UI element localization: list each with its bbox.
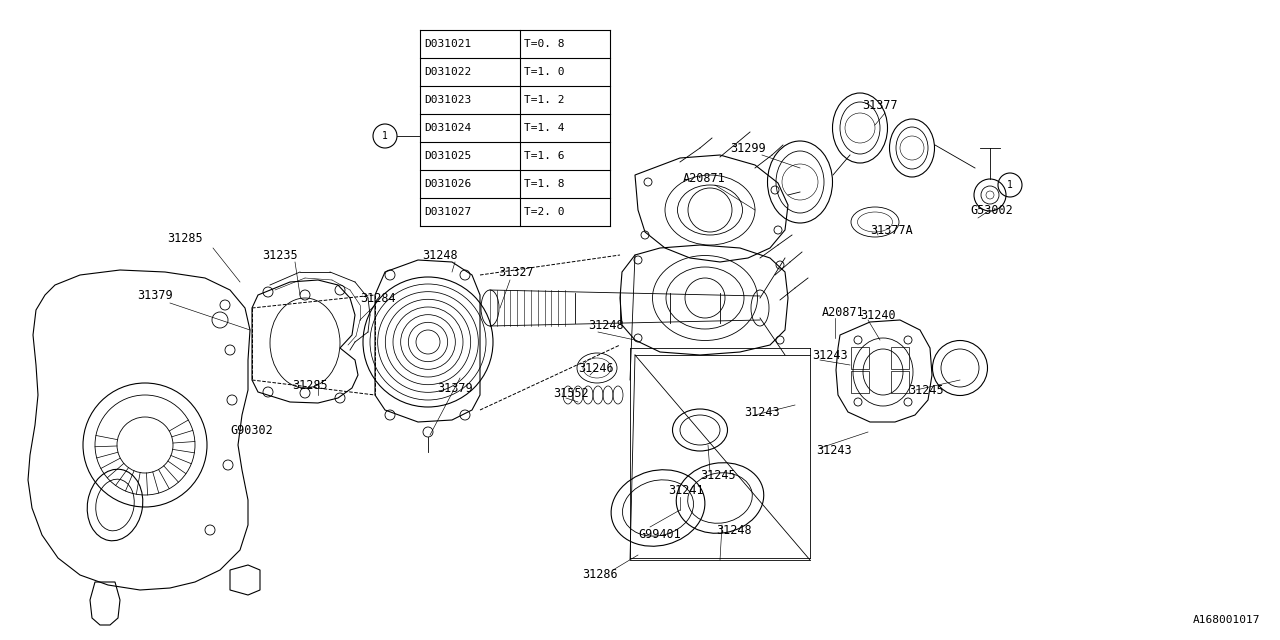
Text: A168001017: A168001017 <box>1193 615 1260 625</box>
Text: 31379: 31379 <box>438 381 472 394</box>
Text: A20871: A20871 <box>822 305 865 319</box>
Text: 31284: 31284 <box>360 291 396 305</box>
Text: 31241: 31241 <box>668 483 704 497</box>
Text: T=1. 8: T=1. 8 <box>524 179 564 189</box>
Text: 1: 1 <box>381 131 388 141</box>
Text: 31246: 31246 <box>579 362 613 374</box>
Bar <box>851 371 869 393</box>
Text: 31327: 31327 <box>498 266 534 278</box>
Text: D031025: D031025 <box>424 151 471 161</box>
Text: 31248: 31248 <box>716 524 751 536</box>
Text: G53002: G53002 <box>970 204 1012 216</box>
Text: T=1. 4: T=1. 4 <box>524 123 564 133</box>
Text: 31243: 31243 <box>817 444 851 456</box>
Text: 31245: 31245 <box>908 383 943 397</box>
Text: D031022: D031022 <box>424 67 471 77</box>
Text: G99401: G99401 <box>637 529 681 541</box>
Text: 31552: 31552 <box>553 387 589 399</box>
Text: 31285: 31285 <box>292 378 328 392</box>
Text: 31248: 31248 <box>422 248 458 262</box>
Text: T=2. 0: T=2. 0 <box>524 207 564 217</box>
Bar <box>891 371 909 393</box>
Text: 31243: 31243 <box>812 349 847 362</box>
Text: D031024: D031024 <box>424 123 471 133</box>
Text: D031026: D031026 <box>424 179 471 189</box>
Bar <box>851 347 869 369</box>
Text: T=1. 0: T=1. 0 <box>524 67 564 77</box>
Text: 31379: 31379 <box>137 289 173 301</box>
Text: D031021: D031021 <box>424 39 471 49</box>
Text: 1: 1 <box>1007 180 1012 190</box>
Text: A20871: A20871 <box>682 172 726 184</box>
Text: 31299: 31299 <box>730 141 765 154</box>
Bar <box>891 347 909 369</box>
Text: 31248: 31248 <box>588 319 623 332</box>
Text: 31377: 31377 <box>863 99 897 111</box>
Text: 31243: 31243 <box>744 406 780 419</box>
Text: T=1. 2: T=1. 2 <box>524 95 564 105</box>
Text: 31235: 31235 <box>262 248 298 262</box>
Text: 31240: 31240 <box>860 308 896 321</box>
Text: 31245: 31245 <box>700 468 736 481</box>
Text: G90302: G90302 <box>230 424 274 436</box>
Text: D031023: D031023 <box>424 95 471 105</box>
Text: D031027: D031027 <box>424 207 471 217</box>
Text: 31285: 31285 <box>168 232 202 244</box>
Text: 31377A: 31377A <box>870 223 913 237</box>
Text: T=1. 6: T=1. 6 <box>524 151 564 161</box>
Text: T=0. 8: T=0. 8 <box>524 39 564 49</box>
Text: 31286: 31286 <box>582 568 618 582</box>
